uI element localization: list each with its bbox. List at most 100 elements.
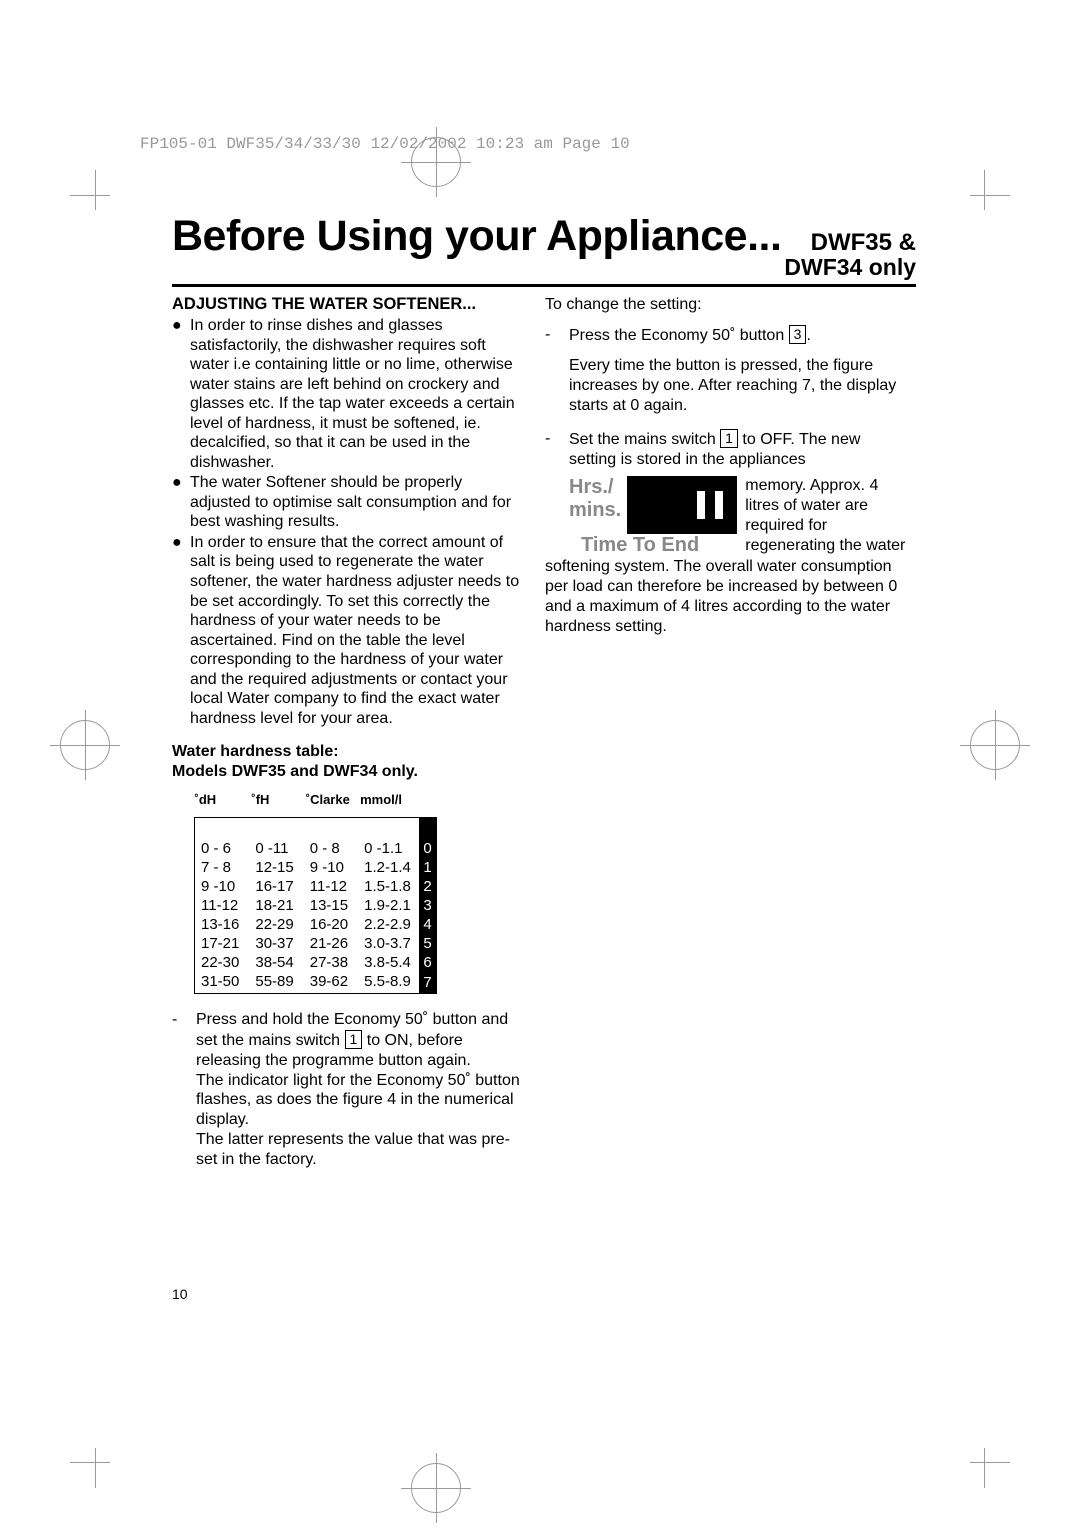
- table-cell: 3.0-3.7: [356, 934, 419, 953]
- table-cell: 30-37: [247, 934, 301, 953]
- table-cell: 11-12: [195, 896, 248, 915]
- table-cell: 18-21: [247, 896, 301, 915]
- bullet-text: In order to rinse dishes and glasses sat…: [190, 316, 527, 472]
- hardness-table: ˚dH ˚fH ˚Clarke mmol/l 0 - 60 -110 - 80 …: [194, 790, 437, 994]
- display-left-block: Hrs./ mins. Time To End: [569, 476, 737, 557]
- model-line1: DWF35 &: [784, 231, 916, 255]
- display-segment: [715, 491, 723, 519]
- table-header: ˚Clarke: [302, 790, 356, 818]
- bullet-text: The water Softener should be properly ad…: [190, 473, 527, 532]
- model-info: DWF35 & DWF34 only: [784, 231, 916, 280]
- table-row: 9 -1016-1711-121.5-1.82: [195, 877, 437, 896]
- every-time-paragraph: Every time the button is pressed, the fi…: [569, 356, 910, 415]
- print-header: FP105-01 DWF35/34/33/30 12/02/2002 10:23…: [140, 135, 630, 153]
- table-row: 11-1218-2113-151.9-2.13: [195, 896, 437, 915]
- table-cell: 16-17: [247, 877, 301, 896]
- crop-mark-bottom-left: [70, 1438, 120, 1488]
- hrs-label: Hrs./ mins.: [569, 476, 621, 522]
- table-heading-line2: Models DWF35 and DWF34 only: [172, 763, 414, 780]
- display-side-text: memory. Approx. 4 litres of water are re…: [745, 476, 910, 557]
- hardness-table-wrapper: ˚dH ˚fH ˚Clarke mmol/l 0 - 60 -110 - 80 …: [194, 790, 527, 994]
- table-cell: 55-89: [247, 972, 301, 994]
- table-cell: 7 - 8: [195, 858, 248, 877]
- table-row: 0 - 60 -110 - 80 -1.10: [195, 818, 437, 859]
- crop-mark-top-right: [960, 170, 1010, 220]
- page-content: Before Using your Appliance... DWF35 & D…: [172, 212, 916, 1302]
- table-heading-line1: Water hardness table:: [172, 743, 339, 760]
- table-cell: 11-12: [302, 877, 356, 896]
- table-cell: 2.2-2.9: [356, 915, 419, 934]
- table-cell: 39-62: [302, 972, 356, 994]
- table-cell: 1.5-1.8: [356, 877, 419, 896]
- table-cell: 17-21: [195, 934, 248, 953]
- table-cell: 13-16: [195, 915, 248, 934]
- main-title: Before Using your Appliance...: [172, 212, 781, 261]
- registration-mark-left: [60, 720, 110, 770]
- bullet-text: In order to ensure that the correct amou…: [190, 533, 527, 728]
- table-cell: 21-26: [302, 934, 356, 953]
- instruction-item: - Set the mains switch 1 to OFF. The new…: [545, 429, 910, 470]
- display-top-row: Hrs./ mins.: [569, 476, 737, 534]
- section-heading: ADJUSTING THE WATER SOFTENER...: [172, 295, 527, 314]
- setting-cell: 3: [419, 896, 437, 915]
- table-row: 13-1622-2916-202.2-2.94: [195, 915, 437, 934]
- instruction-text: Set the mains switch 1 to OFF. The new s…: [569, 429, 910, 470]
- table-cell: 0 - 8: [302, 818, 356, 859]
- table-cell: 5.5-8.9: [356, 972, 419, 994]
- setting-cell: 1: [419, 858, 437, 877]
- table-cell: 16-20: [302, 915, 356, 934]
- dash-icon: -: [172, 1010, 196, 1170]
- table-cell: 9 -10: [195, 877, 248, 896]
- setting-cell: 6: [419, 953, 437, 972]
- page-number: 10: [172, 1286, 188, 1302]
- display-segment: [697, 491, 705, 519]
- flow-paragraph: softening system. The overall water cons…: [545, 557, 910, 636]
- table-row: 22-3038-5427-383.8-5.46: [195, 953, 437, 972]
- setting-cell: 4: [419, 915, 437, 934]
- table-cell: 0 -1.1: [356, 818, 419, 859]
- right-column: To change the setting: - Press the Econo…: [545, 295, 910, 1179]
- table-row: 7 - 812-159 -101.2-1.41: [195, 858, 437, 877]
- table-cell: 9 -10: [302, 858, 356, 877]
- table-cell: 38-54: [247, 953, 301, 972]
- table-cell: 1.2-1.4: [356, 858, 419, 877]
- instruction-item: - Press the Economy 50˚ button 3.: [545, 325, 910, 346]
- bullet-icon: ●: [172, 473, 190, 532]
- display-screen: [627, 476, 737, 534]
- setting-cell: 7: [419, 972, 437, 994]
- crop-mark-top-left: [70, 170, 120, 220]
- instruction-item: - Press and hold the Economy 50˚ button …: [172, 1010, 527, 1170]
- table-header: mmol/l: [356, 790, 419, 818]
- setting-cell: 5: [419, 934, 437, 953]
- button-reference-box: 1: [345, 1030, 363, 1049]
- button-reference-box: 3: [789, 325, 807, 344]
- table-header: [419, 790, 437, 818]
- table-row: 17-2130-3721-263.0-3.75: [195, 934, 437, 953]
- bullet-icon: ●: [172, 316, 190, 472]
- setting-cell: 0: [419, 818, 437, 859]
- crop-mark-bottom-right: [960, 1438, 1010, 1488]
- dash-icon: -: [545, 429, 569, 470]
- model-line2: DWF34 only: [784, 255, 916, 280]
- table-cell: 27-38: [302, 953, 356, 972]
- content-columns: ADJUSTING THE WATER SOFTENER... ● In ord…: [172, 295, 916, 1179]
- setting-cell: 2: [419, 877, 437, 896]
- bullet-item: ● In order to ensure that the correct am…: [172, 533, 527, 728]
- registration-mark-top: [411, 137, 461, 187]
- bullet-item: ● In order to rinse dishes and glasses s…: [172, 316, 527, 472]
- bullet-item: ● The water Softener should be properly …: [172, 473, 527, 532]
- change-setting-heading: To change the setting:: [545, 295, 910, 315]
- bullet-icon: ●: [172, 533, 190, 728]
- instruction-text: Press the Economy 50˚ button 3.: [569, 325, 910, 346]
- table-cell: 22-29: [247, 915, 301, 934]
- registration-mark-right: [970, 720, 1020, 770]
- left-column: ADJUSTING THE WATER SOFTENER... ● In ord…: [172, 295, 527, 1179]
- dash-icon: -: [545, 325, 569, 346]
- table-cell: 0 - 6: [195, 818, 248, 859]
- table-header: ˚fH: [247, 790, 301, 818]
- registration-mark-bottom: [411, 1463, 461, 1513]
- display-row: Hrs./ mins. Time To End memory. Approx. …: [569, 476, 910, 557]
- table-cell: 0 -11: [247, 818, 301, 859]
- table-cell: 1.9-2.1: [356, 896, 419, 915]
- table-cell: 3.8-5.4: [356, 953, 419, 972]
